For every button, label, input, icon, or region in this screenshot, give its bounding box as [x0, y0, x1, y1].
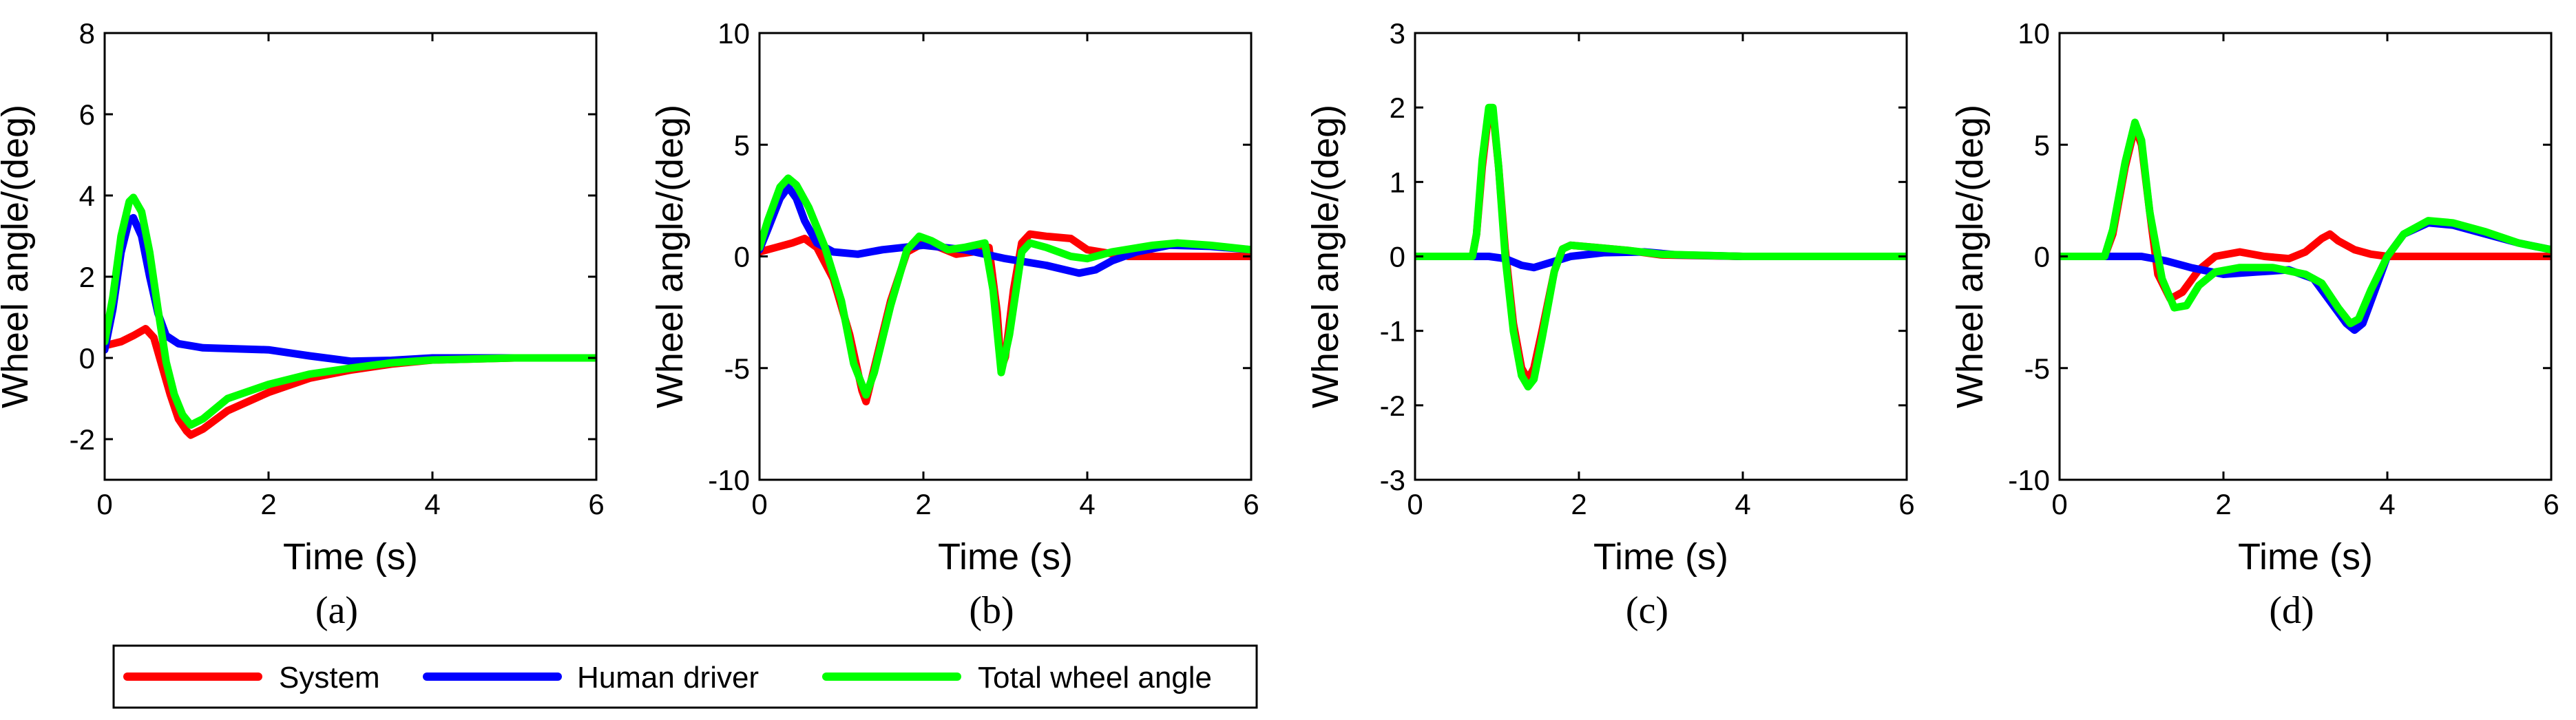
- y-tick-label: 0: [1390, 241, 1405, 273]
- x-tick-label: 4: [1735, 488, 1750, 520]
- x-tick-label: 6: [2543, 488, 2559, 520]
- x-tick-label: 6: [1243, 488, 1259, 520]
- y-tick-label: 0: [79, 342, 95, 374]
- series-line-total-wheel-angle: [2060, 118, 2551, 328]
- x-axis-label: Time (s): [938, 536, 1073, 578]
- y-tick-label: -5: [2024, 352, 2050, 385]
- chart-panel-2: 0 2 4 6 -10 -5 0 5 10 Time (s) Wheel angle/(deg) (b…: [649, 17, 1259, 632]
- y-tick-label: 5: [2034, 129, 2050, 161]
- chart-panel-4: 0 2 4 6 -10 -5 0 5 10 Time (s) Wheel angle/(deg) (d…: [1949, 17, 2559, 632]
- x-tick-label: 2: [915, 488, 931, 520]
- series-line-human-driver: [105, 213, 596, 366]
- series-line-system: [1415, 107, 1907, 383]
- y-tick-label: -10: [2008, 464, 2050, 496]
- x-tick-label: 4: [424, 488, 440, 520]
- x-tick-label: 6: [1898, 488, 1914, 520]
- x-tick-label: 0: [2051, 488, 2067, 520]
- y-tick-label: 1: [1390, 166, 1405, 198]
- series-line-total-wheel-angle: [760, 174, 1251, 399]
- legend-label-system: System: [279, 661, 380, 695]
- panel-label: (b): [969, 589, 1014, 632]
- panel-label: (c): [1626, 589, 1668, 632]
- y-tick-label: -5: [724, 352, 750, 385]
- x-tick-label: 4: [1079, 488, 1095, 520]
- y-tick-label: 6: [79, 98, 95, 131]
- panel-label: (d): [2269, 589, 2314, 632]
- y-axis-label: Wheel angle/(deg): [1305, 105, 1346, 408]
- legend-label-total-wheel-angle: Total wheel angle: [978, 661, 1212, 695]
- y-tick-label: -10: [708, 464, 750, 496]
- y-tick-label: 10: [718, 17, 750, 50]
- y-tick-label: 2: [1390, 92, 1405, 124]
- x-axis-label: Time (s): [1593, 536, 1728, 578]
- legend-label-human-driver: Human driver: [577, 661, 759, 695]
- x-axis-label: Time (s): [2238, 536, 2373, 578]
- y-tick-label: 2: [79, 261, 95, 293]
- x-tick-label: 0: [1407, 488, 1423, 520]
- series-line-human-driver: [760, 183, 1251, 277]
- legend: System Human driver Total wheel angle: [112, 644, 1258, 709]
- legend-box: [112, 644, 1258, 709]
- y-tick-label: 10: [2018, 17, 2050, 50]
- y-tick-label: -2: [70, 423, 95, 456]
- x-tick-label: 2: [2215, 488, 2231, 520]
- x-tick-label: 2: [1571, 488, 1587, 520]
- x-tick-label: 0: [751, 488, 767, 520]
- x-axis-label: Time (s): [283, 536, 418, 578]
- x-tick-label: 4: [2379, 488, 2395, 520]
- y-tick-label: -2: [1380, 390, 1405, 422]
- x-tick-label: 0: [96, 488, 112, 520]
- y-axis-label: Wheel angle/(deg): [0, 105, 36, 408]
- y-tick-label: 4: [79, 180, 95, 212]
- panel-label: (a): [315, 589, 358, 632]
- y-tick-label: -1: [1380, 315, 1405, 348]
- series-line-total-wheel-angle: [1415, 103, 1907, 391]
- axes-box: [103, 32, 598, 481]
- y-tick-label: 5: [734, 129, 750, 161]
- y-tick-label: 8: [79, 17, 95, 50]
- x-tick-label: 2: [260, 488, 276, 520]
- y-axis-label: Wheel angle/(deg): [649, 105, 691, 408]
- series-line-total-wheel-angle: [105, 193, 596, 429]
- x-tick-label: 6: [588, 488, 604, 520]
- chart-panel-3: 0 2 4 6 -3 -2 -1 0 1 2 3 Time (s) Wheel angle/(deg) (…: [1305, 17, 1915, 632]
- y-tick-label: 0: [2034, 241, 2050, 273]
- y-axis-label: Wheel angle/(deg): [1949, 105, 1991, 408]
- y-tick-label: 0: [734, 241, 750, 273]
- y-tick-label: -3: [1380, 464, 1405, 496]
- y-tick-label: 3: [1390, 17, 1405, 50]
